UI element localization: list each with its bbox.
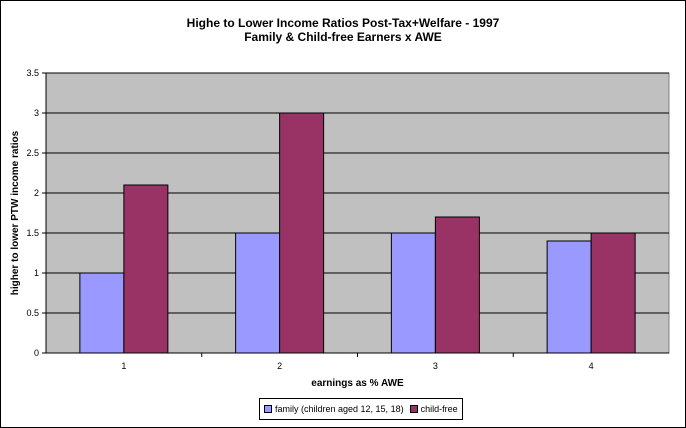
y-tick-label: 3 [34, 108, 39, 118]
y-tick-label: 1 [34, 268, 39, 278]
bar-child-free-4 [590, 232, 636, 354]
legend-label-family: family (children aged 12, 15, 18) [275, 404, 404, 414]
chart-title: Highe to Lower Income Ratios Post-Tax+We… [186, 16, 500, 30]
y-tick-label: 2.5 [26, 148, 39, 158]
chart-subtitle: Family & Child-free Earners x AWE [244, 30, 442, 44]
y-tick-label: 0 [34, 348, 39, 358]
y-tick-label: 2 [34, 188, 39, 198]
y-tick-label: 3.5 [26, 68, 39, 78]
bar-family-1 [79, 272, 125, 354]
legend-label-child-free: child-free [420, 404, 458, 414]
legend-swatch-child-free [409, 405, 418, 413]
legend-swatch-family [264, 405, 272, 413]
bar-child-free-3 [434, 216, 480, 354]
y-axis-label: higher to lower PTW income ratios [10, 130, 21, 295]
bar-family-4 [546, 240, 592, 354]
bar-family-3 [390, 232, 436, 354]
legend: family (children aged 12, 15, 18) child-… [259, 398, 463, 420]
y-tick-label: 0.5 [26, 308, 39, 318]
x-tick-label: 3 [433, 361, 438, 371]
x-tick-label: 1 [121, 361, 126, 371]
legend-item-child-free: child-free [409, 404, 458, 414]
x-tick-label: 4 [589, 361, 594, 371]
bar-child-free-2 [279, 112, 325, 354]
y-tick-label: 1.5 [26, 228, 39, 238]
x-axis-label: earnings as % AWE [311, 378, 404, 389]
bar-family-2 [235, 232, 281, 354]
bar-child-free-1 [123, 184, 169, 354]
legend-item-family: family (children aged 12, 15, 18) [264, 404, 404, 414]
x-tick-label: 2 [277, 361, 282, 371]
